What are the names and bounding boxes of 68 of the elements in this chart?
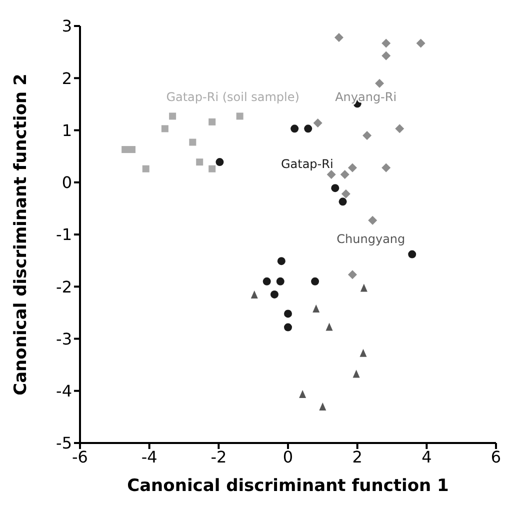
point — [360, 348, 367, 357]
point — [276, 277, 284, 286]
point — [375, 78, 384, 88]
point — [331, 184, 340, 192]
point — [208, 118, 216, 126]
y-tick-label: -3 — [56, 329, 72, 348]
y-tick-label: 1 — [62, 120, 72, 140]
text: Chungyang — [336, 232, 406, 246]
point — [382, 51, 391, 60]
point — [408, 250, 416, 258]
point — [368, 216, 378, 225]
point — [311, 277, 320, 286]
point — [382, 163, 391, 172]
point — [313, 118, 322, 128]
point — [326, 322, 333, 331]
point — [338, 198, 347, 206]
point — [341, 189, 350, 198]
point — [277, 257, 286, 266]
y-tick-label: -2 — [56, 277, 72, 296]
point — [142, 165, 150, 172]
point — [189, 138, 196, 146]
point — [348, 163, 357, 172]
x-tick-label: 6 — [490, 447, 502, 466]
x-tick-label: -2 — [210, 447, 227, 466]
point — [360, 284, 368, 292]
point — [128, 146, 136, 154]
y-axis-title: Canonical discriminant function 2 — [11, 74, 32, 396]
point — [319, 402, 326, 411]
point — [382, 38, 391, 48]
point — [334, 32, 344, 42]
point — [352, 370, 360, 378]
point — [416, 38, 426, 48]
point — [362, 130, 372, 140]
y-tick-label: 3 — [62, 16, 72, 36]
point — [340, 170, 350, 180]
point — [161, 125, 168, 132]
point — [312, 304, 320, 313]
point — [236, 112, 244, 120]
point — [250, 290, 258, 298]
point — [169, 112, 176, 120]
point — [262, 277, 271, 286]
series-label: Anyang-Ri — [335, 90, 397, 104]
x-tick-label: 0 — [282, 447, 294, 466]
point — [196, 158, 204, 166]
x-tick-label: -6 — [72, 447, 88, 466]
y-tick-label: -1 — [56, 225, 72, 244]
point — [122, 146, 129, 154]
point — [290, 124, 299, 133]
series-label: Gatap-Ri (soil sample) — [166, 90, 300, 104]
y-tick-label: 0 — [62, 173, 72, 192]
point — [270, 290, 278, 298]
point — [216, 158, 224, 166]
y-tick-label: -5 — [56, 434, 72, 453]
point — [348, 270, 357, 280]
x-tick-label: 4 — [422, 447, 432, 466]
point — [395, 124, 404, 134]
point — [208, 165, 216, 172]
point — [284, 310, 292, 318]
point — [304, 124, 312, 133]
x-tick-label: -4 — [141, 447, 158, 466]
y-tick-label: -4 — [56, 382, 72, 401]
point — [326, 170, 336, 180]
x-axis-title: Canonical discriminant function 1 — [127, 476, 449, 496]
point — [284, 323, 292, 332]
y-tick-label: 2 — [62, 68, 72, 88]
series-label: Gatap-Ri — [280, 157, 334, 172]
x-tick-label: 2 — [352, 447, 362, 466]
point — [299, 390, 306, 398]
